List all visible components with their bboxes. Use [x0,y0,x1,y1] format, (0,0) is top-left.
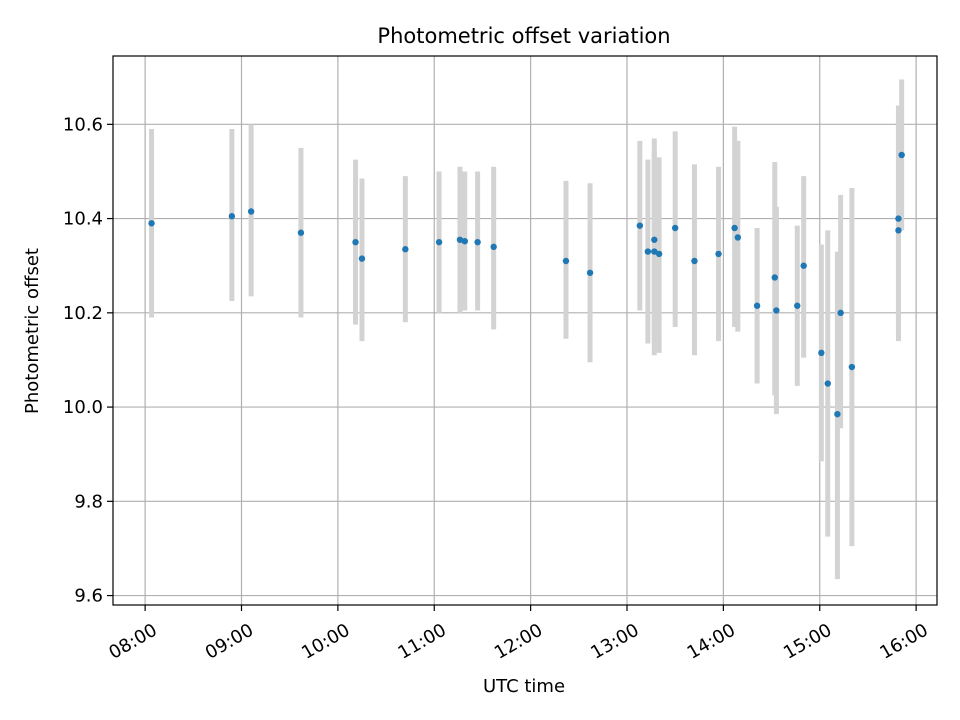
data-point [490,243,497,251]
data-point [402,246,409,253]
data-point [895,215,902,222]
data-point [644,248,652,255]
data-point [898,151,905,159]
data-point [636,222,644,229]
data-point [824,380,831,387]
chart-title: Photometric offset variation [377,24,670,48]
data-point [771,274,778,281]
data-point [753,302,761,309]
data-point [800,262,807,269]
data-point [358,255,366,262]
data-point [352,238,359,246]
y-tick-label: 9.6 [74,586,103,607]
y-tick-label: 9.8 [74,491,103,512]
data-point [671,224,679,232]
data-point [148,220,155,227]
data-point [794,302,801,309]
data-point [734,234,742,241]
data-point [562,257,570,265]
data-point [247,208,255,215]
data-point [773,307,780,314]
y-tick-label: 10.4 [63,209,103,230]
plot-frame [112,55,938,606]
y-tick-label: 10.2 [63,303,103,324]
data-point [474,238,481,246]
data-point [297,229,305,236]
data-point [837,309,844,317]
data-point [435,238,443,246]
data-points [148,151,905,418]
data-point [691,257,698,265]
data-point [818,349,825,357]
data-point [651,236,658,243]
y-axis-ticks: 9.6 9.8 10.0 10.2 10.4 10.6 [63,114,113,607]
data-point [586,269,594,276]
data-point [731,224,738,232]
y-tick-label: 10.0 [63,397,103,418]
data-point [895,227,902,234]
data-point [655,250,663,258]
data-point [834,410,841,418]
x-axis-title: UTC time [483,676,565,697]
y-tick-label: 10.6 [63,114,103,135]
data-point [461,237,468,245]
data-point [651,248,658,255]
data-point [228,213,236,220]
data-point [848,363,856,371]
data-point [715,250,722,258]
data-point [456,236,464,243]
y-axis-title: Photometric offset [22,248,43,414]
